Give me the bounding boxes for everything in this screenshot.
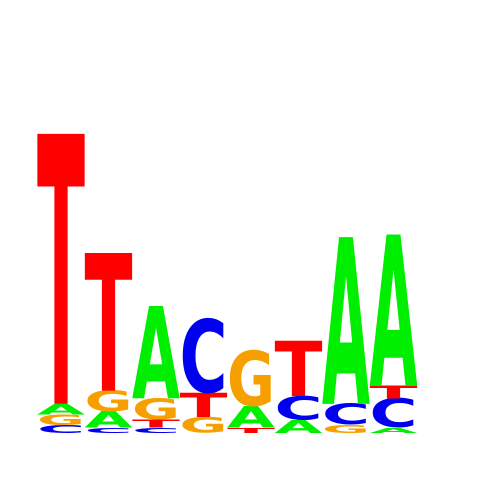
logo-letter-C-pos6-1: C bbox=[275, 390, 323, 427]
logo-column-4: GTC bbox=[180, 300, 229, 438]
logo-letter-C-pos8-1: C bbox=[370, 391, 418, 437]
logo-letter-A-pos8-0: A bbox=[370, 426, 418, 434]
logo-letter-T-pos1-3: T bbox=[37, 61, 85, 480]
logo-letter-C-pos7-1: C bbox=[322, 398, 370, 431]
logo-letter-G-pos7-0: G bbox=[322, 423, 370, 435]
logo-letter-T-pos8-2: T bbox=[370, 382, 418, 403]
logo-letter-A-pos1-2: A bbox=[37, 401, 85, 418]
logo-letter-A-pos3-3: A bbox=[132, 280, 180, 429]
logo-letter-G-pos5-2: G bbox=[227, 336, 275, 423]
logo-letter-T-pos4-1: T bbox=[180, 387, 229, 425]
logo-letter-G-pos3-2: G bbox=[132, 393, 180, 426]
logo-letter-C-pos2-0: C bbox=[85, 426, 133, 434]
logo-column-5: TAG bbox=[227, 336, 276, 435]
logo-letter-C-pos4-2: C bbox=[180, 300, 228, 416]
logo-letter-T-pos5-0: T bbox=[227, 426, 275, 434]
logo-letter-C-pos1-0: C bbox=[37, 423, 85, 435]
logo-letter-A-pos7-2: A bbox=[322, 191, 370, 459]
logo-letter-C-pos3-0: C bbox=[132, 426, 180, 434]
logo-letter-T-pos6-2: T bbox=[275, 326, 323, 414]
logo-column-6: ACT bbox=[275, 326, 324, 437]
logo-letter-A-pos6-0: A bbox=[275, 416, 324, 437]
logo-letter-A-pos8-3: A bbox=[370, 194, 418, 435]
logo-letter-G-pos4-0: G bbox=[180, 413, 228, 438]
logo-letter-G-pos1-1: G bbox=[37, 412, 85, 428]
logo-letter-G-pos2-2: G bbox=[85, 385, 133, 418]
logo-letter-A-pos2-1: A bbox=[85, 408, 133, 433]
logo-column-7: GCA bbox=[322, 191, 370, 459]
logo-letter-T-pos2-3: T bbox=[85, 216, 133, 436]
logo-letter-T-pos3-1: T bbox=[132, 418, 181, 431]
logo-letter-A-pos5-1: A bbox=[227, 401, 276, 435]
